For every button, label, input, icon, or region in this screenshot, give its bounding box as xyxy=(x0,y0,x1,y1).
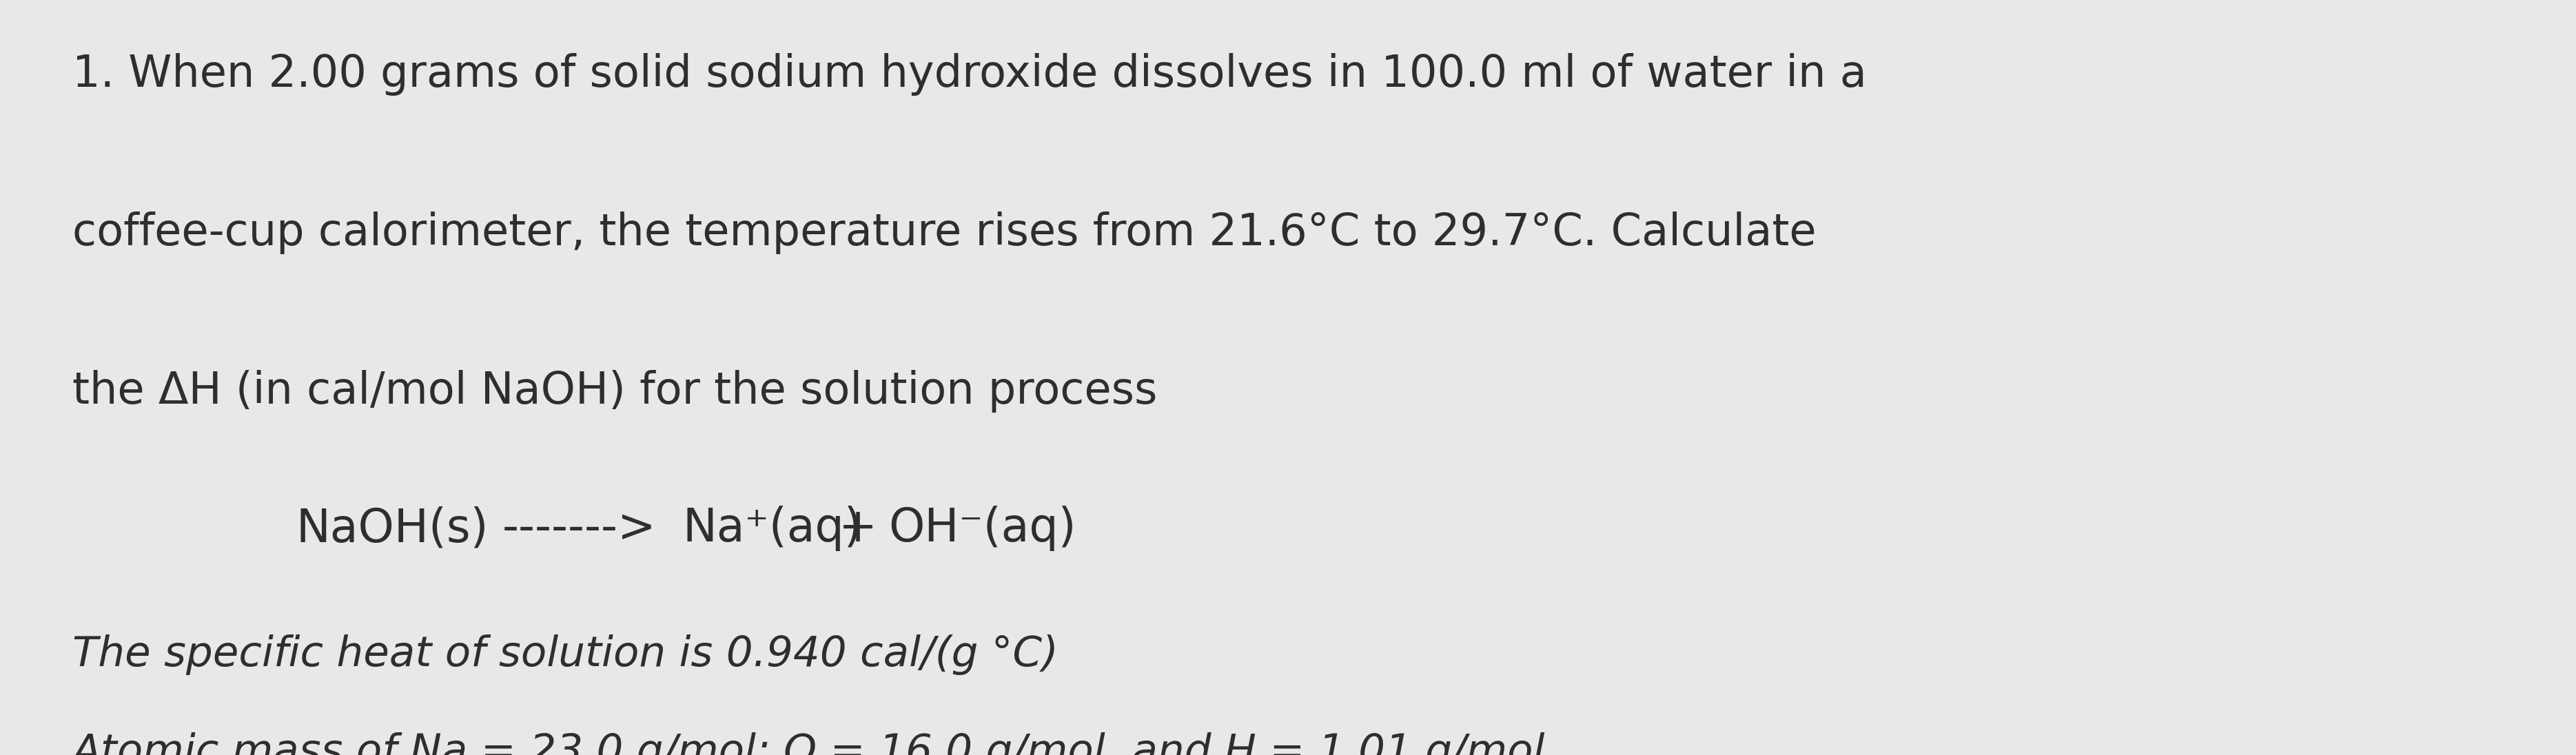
Text: ------->: -------> xyxy=(502,506,657,551)
Text: Na⁺(aq): Na⁺(aq) xyxy=(683,506,863,551)
Text: the ΔH (in cal/mol NaOH) for the solution process: the ΔH (in cal/mol NaOH) for the solutio… xyxy=(72,370,1157,413)
Text: +: + xyxy=(824,506,878,551)
Text: OH⁻(aq): OH⁻(aq) xyxy=(889,506,1077,551)
Text: Atomic mass of Na = 23.0 g/mol; O = 16.0 g/mol, and H = 1.01 g/mol.: Atomic mass of Na = 23.0 g/mol; O = 16.0… xyxy=(72,732,1558,755)
Text: coffee-cup calorimeter, the temperature rises from 21.6°C to 29.7°C. Calculate: coffee-cup calorimeter, the temperature … xyxy=(72,211,1816,254)
Text: NaOH(s): NaOH(s) xyxy=(296,506,489,551)
Text: The specific heat of solution is 0.940 cal/(g °C): The specific heat of solution is 0.940 c… xyxy=(72,634,1059,675)
Text: 1. When 2.00 grams of solid sodium hydroxide dissolves in 100.0 ml of water in a: 1. When 2.00 grams of solid sodium hydro… xyxy=(72,53,1868,96)
